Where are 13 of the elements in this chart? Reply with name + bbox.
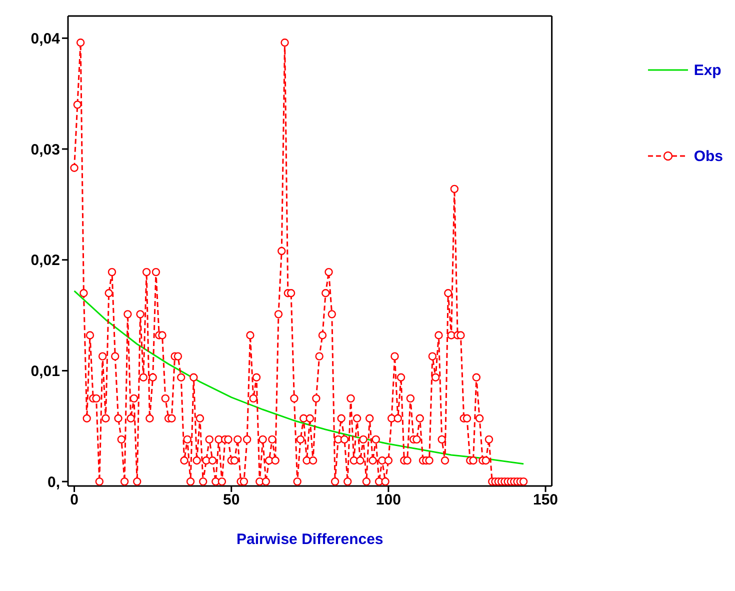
x-axis-title: Pairwise Differences bbox=[236, 531, 384, 548]
y-tick-label: 0,04 bbox=[30, 30, 61, 48]
y-tick-label: 0,03 bbox=[30, 141, 60, 158]
legend-label: Exp bbox=[694, 62, 722, 78]
x-tick-label: 100 bbox=[376, 492, 401, 509]
x-tick-label: 150 bbox=[533, 492, 558, 509]
y-tick-label: 0, bbox=[47, 474, 60, 491]
x-tick-label: 50 bbox=[223, 492, 240, 509]
x-tick-label: 0 bbox=[70, 492, 78, 509]
y-tick-label: 0,02 bbox=[30, 252, 60, 270]
legend-label: Obs bbox=[694, 148, 723, 164]
line-series bbox=[74, 290, 524, 465]
y-tick-label: 0,01 bbox=[30, 363, 60, 380]
